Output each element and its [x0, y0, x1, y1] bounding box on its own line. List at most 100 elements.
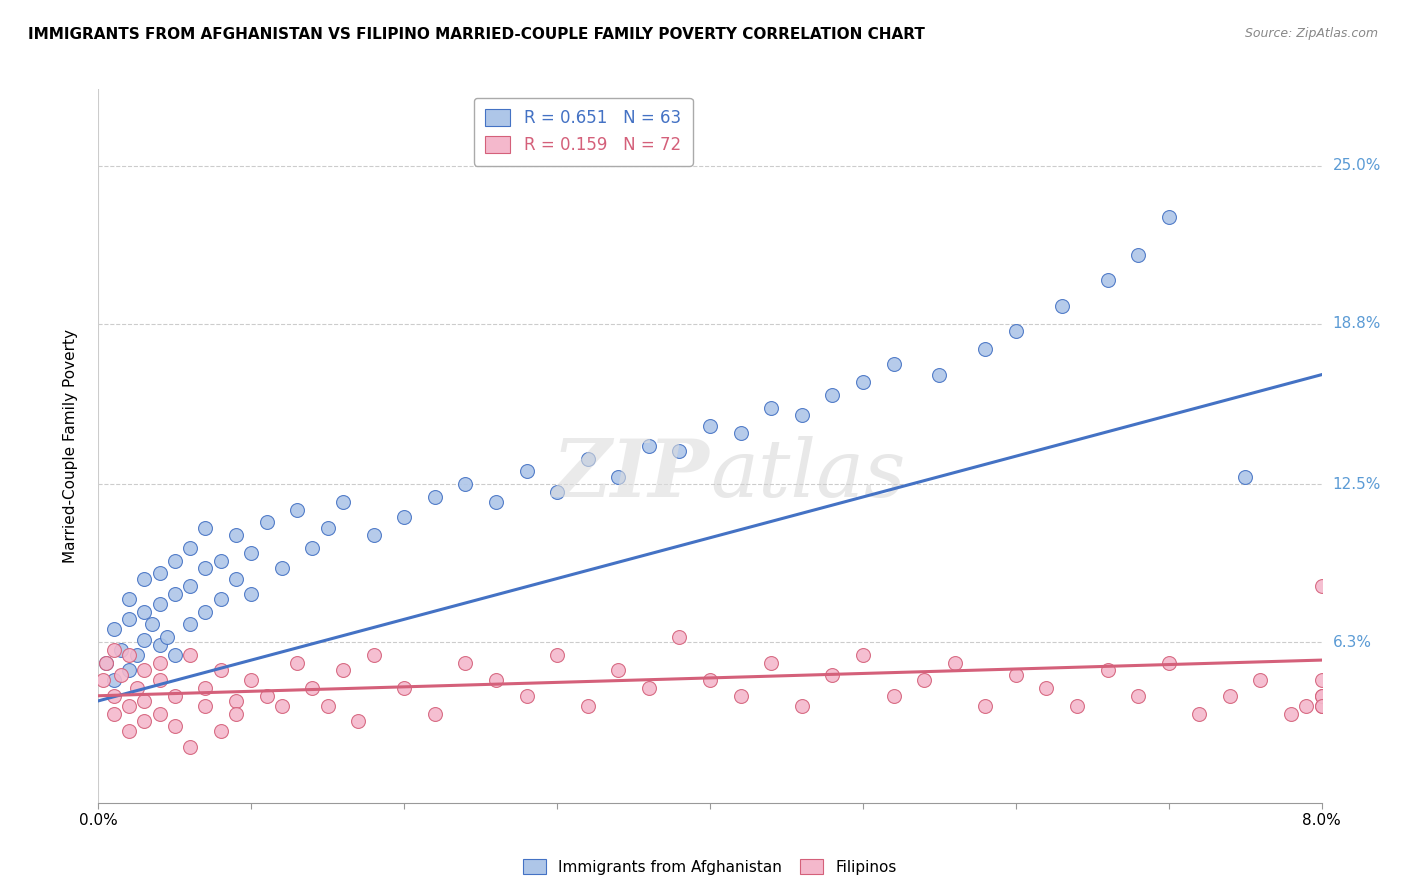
Point	[347, 714, 370, 729]
Point	[134, 572, 156, 586]
Point	[285, 502, 308, 516]
Point	[149, 706, 172, 721]
Point	[1188, 706, 1211, 721]
Point	[103, 623, 125, 637]
Point	[134, 632, 156, 647]
Point	[974, 698, 997, 713]
Point	[163, 689, 186, 703]
Point	[209, 724, 232, 739]
Point	[125, 648, 148, 662]
Point	[1128, 248, 1150, 262]
Point	[1310, 689, 1333, 703]
Point	[301, 541, 323, 555]
Point	[194, 520, 217, 534]
Point	[118, 612, 141, 626]
Point	[607, 469, 630, 483]
Point	[392, 510, 416, 524]
Point	[179, 617, 201, 632]
Point	[852, 376, 875, 390]
Point	[516, 465, 538, 479]
Point	[883, 689, 905, 703]
Point	[316, 520, 339, 534]
Point	[1310, 698, 1333, 713]
Point	[110, 643, 132, 657]
Point	[103, 706, 125, 721]
Point	[270, 561, 294, 575]
Point	[1249, 673, 1271, 688]
Point	[1157, 210, 1180, 224]
Point	[912, 673, 935, 688]
Point	[163, 587, 186, 601]
Point	[134, 694, 156, 708]
Point	[699, 418, 721, 433]
Point	[1295, 698, 1317, 713]
Point	[423, 490, 446, 504]
Point	[943, 656, 966, 670]
Point	[607, 663, 630, 677]
Point	[134, 714, 156, 729]
Point	[194, 698, 217, 713]
Point	[759, 656, 782, 670]
Point	[637, 439, 661, 453]
Point	[240, 673, 263, 688]
Point	[1097, 273, 1119, 287]
Point	[256, 516, 278, 530]
Text: 12.5%: 12.5%	[1333, 476, 1381, 491]
Point	[103, 643, 125, 657]
Point	[149, 597, 172, 611]
Point	[1050, 299, 1073, 313]
Point	[94, 656, 117, 670]
Y-axis label: Married-Couple Family Poverty: Married-Couple Family Poverty	[63, 329, 77, 563]
Point	[1279, 706, 1302, 721]
Point	[225, 706, 247, 721]
Point	[125, 681, 148, 695]
Point	[637, 681, 661, 695]
Point	[103, 689, 125, 703]
Point	[1219, 689, 1241, 703]
Point	[270, 698, 294, 713]
Point	[156, 630, 179, 644]
Point	[1004, 324, 1026, 338]
Point	[149, 656, 172, 670]
Point	[149, 673, 172, 688]
Point	[179, 541, 201, 555]
Point	[392, 681, 416, 695]
Point	[1097, 663, 1119, 677]
Point	[485, 673, 508, 688]
Point	[546, 484, 568, 499]
Point	[1234, 469, 1257, 483]
Point	[1310, 673, 1333, 688]
Point	[240, 546, 263, 560]
Point	[103, 673, 125, 688]
Point	[118, 591, 141, 606]
Point	[256, 689, 278, 703]
Point	[209, 554, 232, 568]
Point	[134, 605, 156, 619]
Point	[149, 638, 172, 652]
Point	[194, 605, 217, 619]
Point	[179, 579, 201, 593]
Point	[134, 663, 156, 677]
Point	[179, 739, 201, 754]
Point	[94, 656, 117, 670]
Point	[759, 401, 782, 415]
Text: atlas: atlas	[710, 436, 905, 513]
Point	[91, 673, 114, 688]
Point	[852, 648, 875, 662]
Point	[1035, 681, 1057, 695]
Point	[179, 648, 201, 662]
Point	[485, 495, 508, 509]
Point	[1128, 689, 1150, 703]
Point	[423, 706, 446, 721]
Point	[285, 656, 308, 670]
Point	[1066, 698, 1088, 713]
Point	[118, 648, 141, 662]
Text: ZIP: ZIP	[553, 436, 710, 513]
Point	[194, 561, 217, 575]
Point	[546, 648, 568, 662]
Point	[225, 528, 247, 542]
Point	[316, 698, 339, 713]
Text: Source: ZipAtlas.com: Source: ZipAtlas.com	[1244, 27, 1378, 40]
Point	[699, 673, 721, 688]
Point	[668, 444, 690, 458]
